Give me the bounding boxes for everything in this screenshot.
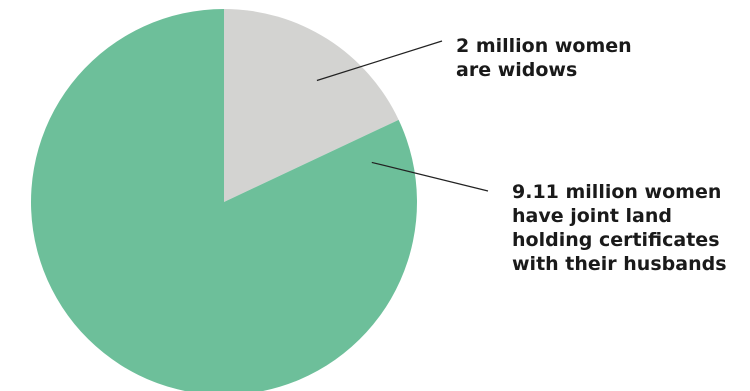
annotation-joint-line-4: with their husbands bbox=[512, 253, 727, 275]
annotation-joint-line-3: holding certificates bbox=[512, 229, 720, 251]
annotation-joint-certificates: 9.11 million women have joint land holdi… bbox=[512, 180, 727, 276]
slice-joint-certificates bbox=[31, 9, 417, 391]
leader-line-widows bbox=[316, 40, 443, 82]
annotation-widows: 2 million women are widows bbox=[456, 34, 632, 82]
pie-slices bbox=[31, 9, 417, 391]
annotation-widows-line-1: 2 million women bbox=[456, 35, 632, 57]
leader-line-joint-certificates bbox=[371, 161, 489, 192]
annotation-widows-line-2: are widows bbox=[456, 59, 578, 81]
slice-widows bbox=[224, 9, 399, 202]
annotation-joint-line-2: have joint land bbox=[512, 205, 672, 227]
leader-lines bbox=[316, 40, 489, 192]
annotation-joint-line-1: 9.11 million women bbox=[512, 181, 722, 203]
